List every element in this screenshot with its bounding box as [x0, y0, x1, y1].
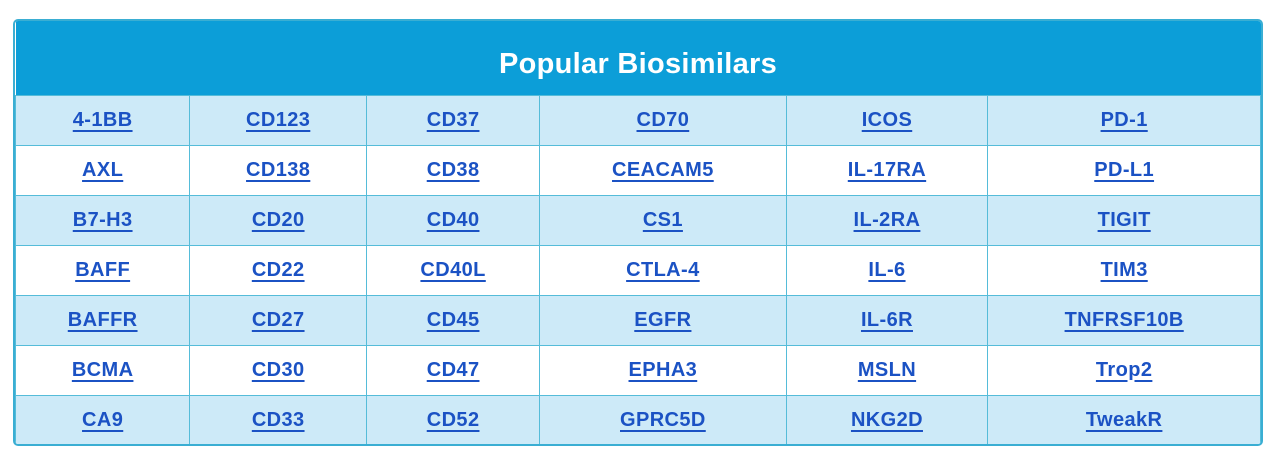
biosimilar-link-trop2[interactable]: Trop2 [1095, 358, 1153, 381]
biosimilar-link-tweakr[interactable]: TweakR [1085, 408, 1163, 431]
biosimilar-link-cd38[interactable]: CD38 [426, 158, 480, 181]
biosimilar-link-il-17ra[interactable]: IL-17RA [847, 158, 927, 181]
biosimilar-link-bcma[interactable]: BCMA [71, 358, 134, 381]
biosimilar-link-ceacam5[interactable]: CEACAM5 [612, 158, 714, 181]
biosimilar-link-cd47[interactable]: CD47 [426, 358, 480, 381]
table-cell: CD33 [189, 394, 368, 444]
biosimilar-link-egfr[interactable]: EGFR [634, 308, 692, 331]
table-cell: BCMA [15, 344, 191, 396]
biosimilar-link-gprc5d[interactable]: GPRC5D [620, 408, 706, 431]
table-cell: CD20 [189, 194, 368, 246]
table-cell: IL-6R [785, 294, 989, 346]
table-row: CA9 CD33 CD52 GPRC5D NKG2D TweakR [15, 394, 1261, 444]
table-cell: CD27 [189, 294, 368, 346]
table-cell: B7-H3 [15, 194, 191, 246]
table-header-row: Popular Biosimilars [15, 21, 1261, 95]
biosimilar-link-pd-1[interactable]: PD-1 [1100, 108, 1148, 131]
table-cell: CD138 [189, 144, 368, 196]
table-cell: CTLA-4 [539, 244, 787, 296]
biosimilar-link-tigit[interactable]: TIGIT [1097, 208, 1151, 231]
biosimilar-link-epha3[interactable]: EPHA3 [628, 358, 698, 381]
table-cell: CD45 [366, 294, 541, 346]
biosimilar-link-cs1[interactable]: CS1 [642, 208, 683, 231]
biosimilar-link-il-6r[interactable]: IL-6R [860, 308, 913, 331]
table-cell: CS1 [539, 194, 787, 246]
table-cell: TIGIT [987, 194, 1261, 246]
biosimilars-table: Popular Biosimilars 4-1BB CD123 CD37 CD70 IC… [15, 21, 1261, 444]
table-cell: CA9 [15, 394, 191, 444]
table-cell: CD38 [366, 144, 541, 196]
biosimilar-link-baff[interactable]: BAFF [75, 258, 131, 281]
table-cell: TIM3 [987, 244, 1261, 296]
biosimilar-link-tim3[interactable]: TIM3 [1100, 258, 1148, 281]
table-cell: BAFFR [15, 294, 191, 346]
biosimilar-link-cd40l[interactable]: CD40L [420, 258, 486, 281]
biosimilar-link-ctla-4[interactable]: CTLA-4 [626, 258, 700, 281]
table-cell: CD37 [366, 94, 541, 146]
biosimilar-link-msln[interactable]: MSLN [857, 358, 917, 381]
biosimilar-link-cd33[interactable]: CD33 [251, 408, 305, 431]
biosimilar-link-icos[interactable]: ICOS [861, 108, 913, 131]
table-cell: IL-6 [785, 244, 989, 296]
biosimilar-link-il-2ra[interactable]: IL-2RA [853, 208, 921, 231]
biosimilar-link-cd22[interactable]: CD22 [251, 258, 305, 281]
table-cell: Trop2 [987, 344, 1261, 396]
table-row: AXL CD138 CD38 CEACAM5 IL-17RA PD-L1 [15, 144, 1261, 196]
biosimilar-link-cd52[interactable]: CD52 [426, 408, 480, 431]
table-cell: AXL [15, 144, 191, 196]
table-cell: TweakR [987, 394, 1261, 444]
biosimilar-link-cd138[interactable]: CD138 [246, 158, 311, 181]
table-cell: PD-1 [987, 94, 1261, 146]
table-cell: GPRC5D [539, 394, 787, 444]
table-cell: CD30 [189, 344, 368, 396]
table-cell: EPHA3 [539, 344, 787, 396]
biosimilar-link-cd45[interactable]: CD45 [426, 308, 480, 331]
table-cell: MSLN [785, 344, 989, 396]
table-cell: CD40L [366, 244, 541, 296]
table-cell: 4-1BB [15, 94, 191, 146]
table-cell: ICOS [785, 94, 989, 146]
table-row: BAFF CD22 CD40L CTLA-4 IL-6 TIM3 [15, 244, 1261, 296]
biosimilar-link-cd27[interactable]: CD27 [251, 308, 305, 331]
table-cell: CD70 [539, 94, 787, 146]
table-cell: CD40 [366, 194, 541, 246]
table-cell: TNFRSF10B [987, 294, 1261, 346]
table-row: 4-1BB CD123 CD37 CD70 ICOS PD-1 [15, 94, 1261, 146]
biosimilar-link-ca9[interactable]: CA9 [82, 408, 124, 431]
biosimilar-link-b7-h3[interactable]: B7-H3 [72, 208, 133, 231]
table-cell: CD52 [366, 394, 541, 444]
table-cell: BAFF [15, 244, 191, 296]
table-cell: IL-17RA [785, 144, 989, 196]
table-cell: CD22 [189, 244, 368, 296]
biosimilar-link-cd40[interactable]: CD40 [426, 208, 480, 231]
biosimilar-link-tnfrsf10b[interactable]: TNFRSF10B [1064, 308, 1184, 331]
biosimilar-link-cd123[interactable]: CD123 [246, 108, 311, 131]
biosimilar-link-4-1bb[interactable]: 4-1BB [72, 108, 133, 131]
table-cell: CD47 [366, 344, 541, 396]
biosimilars-table-container: Popular Biosimilars 4-1BB CD123 CD37 CD70 IC… [13, 19, 1263, 446]
biosimilar-link-il-6[interactable]: IL-6 [868, 258, 906, 281]
table-row: BAFFR CD27 CD45 EGFR IL-6R TNFRSF10B [15, 294, 1261, 346]
page-title: Popular Biosimilars [15, 21, 1261, 95]
biosimilar-link-axl[interactable]: AXL [82, 158, 124, 181]
table-cell: CD123 [189, 94, 368, 146]
biosimilar-link-baffr[interactable]: BAFFR [67, 308, 138, 331]
table-cell: PD-L1 [987, 144, 1261, 196]
biosimilar-link-pd-l1[interactable]: PD-L1 [1094, 158, 1155, 181]
biosimilar-link-cd30[interactable]: CD30 [251, 358, 305, 381]
table-cell: EGFR [539, 294, 787, 346]
biosimilar-link-cd37[interactable]: CD37 [426, 108, 480, 131]
table-row: B7-H3 CD20 CD40 CS1 IL-2RA TIGIT [15, 194, 1261, 246]
biosimilar-link-cd20[interactable]: CD20 [251, 208, 305, 231]
table-cell: CEACAM5 [539, 144, 787, 196]
biosimilar-link-cd70[interactable]: CD70 [636, 108, 690, 131]
table-cell: NKG2D [785, 394, 989, 444]
table-body: 4-1BB CD123 CD37 CD70 ICOS PD-1 AXL CD138 CD38 CE… [15, 94, 1261, 444]
biosimilar-link-nkg2d[interactable]: NKG2D [850, 408, 923, 431]
table-cell: IL-2RA [785, 194, 989, 246]
table-row: BCMA CD30 CD47 EPHA3 MSLN Trop2 [15, 344, 1261, 396]
